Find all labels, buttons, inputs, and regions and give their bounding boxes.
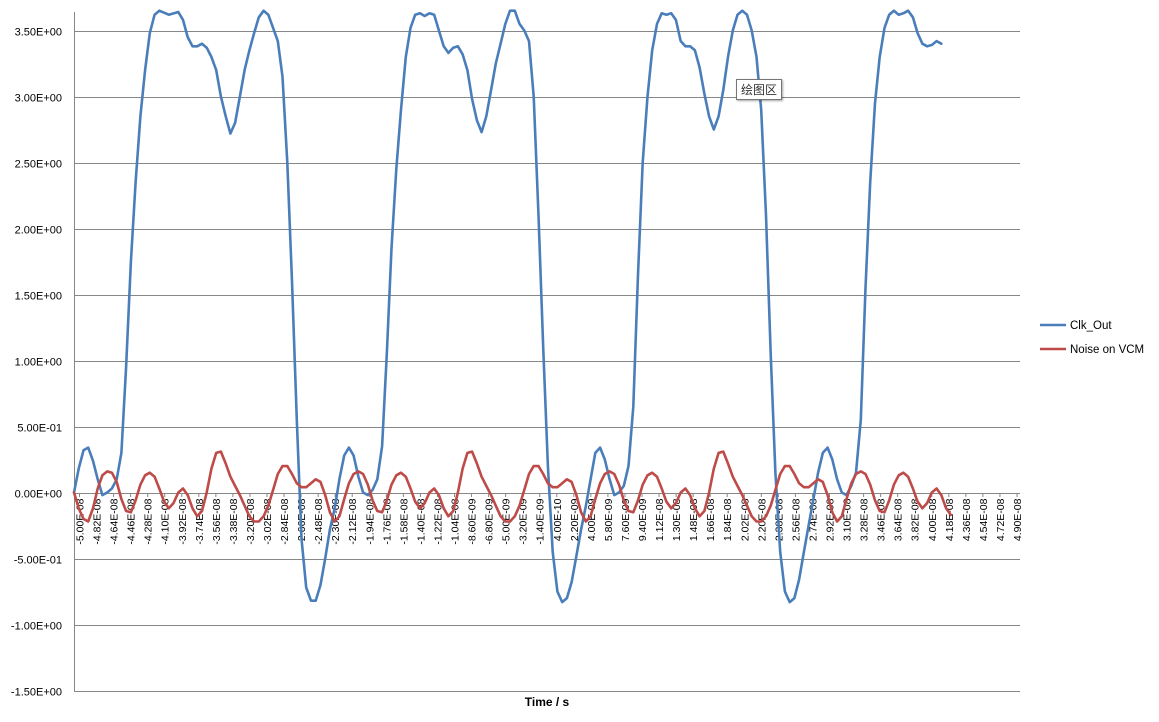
- x-tick-label: 1.84E-08: [722, 498, 734, 541]
- x-tick-label: -3.56E-08: [211, 498, 223, 544]
- x-tick-label: 2.20E-09: [569, 498, 581, 541]
- x-tick-label: 1.30E-08: [671, 498, 683, 541]
- x-tick-label: -3.92E-08: [177, 498, 189, 544]
- x-tick-label: 4.90E-08: [1012, 498, 1024, 541]
- y-tick-label: 1.50E+00: [15, 291, 62, 303]
- y-tick-label: 1.00E+00: [15, 357, 62, 369]
- x-tick-label: 2.56E-08: [790, 498, 802, 541]
- series-line-clk-out: [72, 9, 943, 604]
- x-tick-label: -8.60E-09: [467, 498, 479, 544]
- y-tick-label: -1.00E+00: [11, 621, 62, 633]
- y-tick-label: 2.00E+00: [15, 225, 62, 237]
- x-tick-label: -3.20E-08: [245, 498, 257, 544]
- x-tick-label: -1.40E-08: [415, 498, 427, 544]
- x-tick-label: 1.12E-08: [654, 498, 666, 541]
- axes: [74, 12, 1020, 691]
- x-tick-label: 4.00E-08: [927, 498, 939, 541]
- legend[interactable]: Clk_Out Noise on VCM: [1040, 320, 1144, 356]
- x-tick-label: -1.76E-08: [381, 498, 393, 544]
- x-tick-label: -1.22E-08: [432, 498, 444, 544]
- x-axis-title: Time / s: [525, 695, 570, 709]
- y-tick-label: 0.00E+00: [15, 489, 62, 501]
- x-tick-label: -4.82E-08: [92, 498, 104, 544]
- y-tick-label: -1.50E+00: [11, 687, 62, 699]
- x-tick-label: 9.40E-09: [637, 498, 649, 541]
- x-tick-label: -4.46E-08: [126, 498, 138, 544]
- x-tick-label: 1.66E-08: [705, 498, 717, 541]
- gridlines: [74, 31, 1020, 692]
- x-tick-label: 3.28E-08: [859, 498, 871, 541]
- x-tick-label: 5.80E-09: [603, 498, 615, 541]
- x-tick-label: -1.58E-08: [398, 498, 410, 544]
- x-tick-label: -4.10E-08: [160, 498, 172, 544]
- y-tick-label: -5.00E-01: [14, 555, 62, 567]
- x-tick-label: 3.82E-08: [910, 498, 922, 541]
- x-tick-label: -6.80E-09: [484, 498, 496, 544]
- x-tick-label: -3.02E-08: [262, 498, 274, 544]
- series-line-noise-on-vcm: [72, 450, 953, 523]
- legend-label-clk-out[interactable]: Clk_Out: [1070, 320, 1112, 332]
- x-tick-label: 4.72E-08: [995, 498, 1007, 541]
- x-tick-label: 4.00E-10: [552, 498, 564, 541]
- y-tick-label: 3.00E+00: [15, 93, 62, 105]
- legend-label-noise-on-vcm[interactable]: Noise on VCM: [1070, 344, 1144, 356]
- y-tick-label: 3.50E+00: [15, 27, 62, 39]
- x-tick-label: 3.64E-08: [893, 498, 905, 541]
- y-tick-label: 2.50E+00: [15, 159, 62, 171]
- y-axis-tick-labels: 3.50E+00 3.00E+00 2.50E+00 2.00E+00 1.50E+00…: [11, 27, 62, 699]
- y-tick-label: 5.00E-01: [17, 423, 62, 435]
- x-tick-label: -5.00E-08: [75, 498, 87, 544]
- x-tick-label: -2.84E-08: [279, 498, 291, 544]
- x-tick-label: -1.40E-09: [535, 498, 547, 544]
- x-tick-label: 2.92E-08: [825, 498, 837, 541]
- x-tick-label: 4.36E-08: [961, 498, 973, 541]
- x-tick-label: -4.64E-08: [109, 498, 121, 544]
- series-lines: [72, 9, 953, 604]
- x-tick-label: -2.48E-08: [313, 498, 325, 544]
- plot-area-tooltip: 绘图区: [736, 79, 783, 100]
- x-tick-label: -3.20E-09: [518, 498, 530, 544]
- x-tick-label: 4.54E-08: [978, 498, 990, 541]
- x-tick-label: -4.28E-08: [143, 498, 155, 544]
- x-tick-label: -3.38E-08: [228, 498, 240, 544]
- x-tick-label: -2.12E-08: [347, 498, 359, 544]
- x-tick-label: -1.94E-08: [364, 498, 376, 544]
- x-tick-label: 1.48E-08: [688, 498, 700, 541]
- x-tick-label: 4.00E-09: [586, 498, 598, 541]
- x-tick-label: 3.10E-08: [842, 498, 854, 541]
